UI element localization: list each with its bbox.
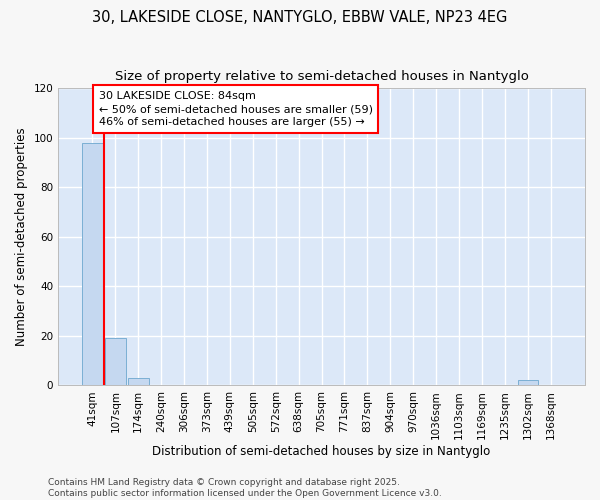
Title: Size of property relative to semi-detached houses in Nantyglo: Size of property relative to semi-detach… [115, 70, 529, 83]
Y-axis label: Number of semi-detached properties: Number of semi-detached properties [15, 128, 28, 346]
Bar [105, 338, 125, 386]
Bar [518, 380, 538, 386]
Text: 30, LAKESIDE CLOSE, NANTYGLO, EBBW VALE, NP23 4EG: 30, LAKESIDE CLOSE, NANTYGLO, EBBW VALE,… [92, 10, 508, 25]
Text: 30 LAKESIDE CLOSE: 84sqm
← 50% of semi-detached houses are smaller (59)
46% of s: 30 LAKESIDE CLOSE: 84sqm ← 50% of semi-d… [99, 91, 373, 127]
X-axis label: Distribution of semi-detached houses by size in Nantyglo: Distribution of semi-detached houses by … [152, 444, 491, 458]
Bar [128, 378, 149, 386]
Bar [82, 143, 103, 386]
Text: Contains HM Land Registry data © Crown copyright and database right 2025.
Contai: Contains HM Land Registry data © Crown c… [48, 478, 442, 498]
